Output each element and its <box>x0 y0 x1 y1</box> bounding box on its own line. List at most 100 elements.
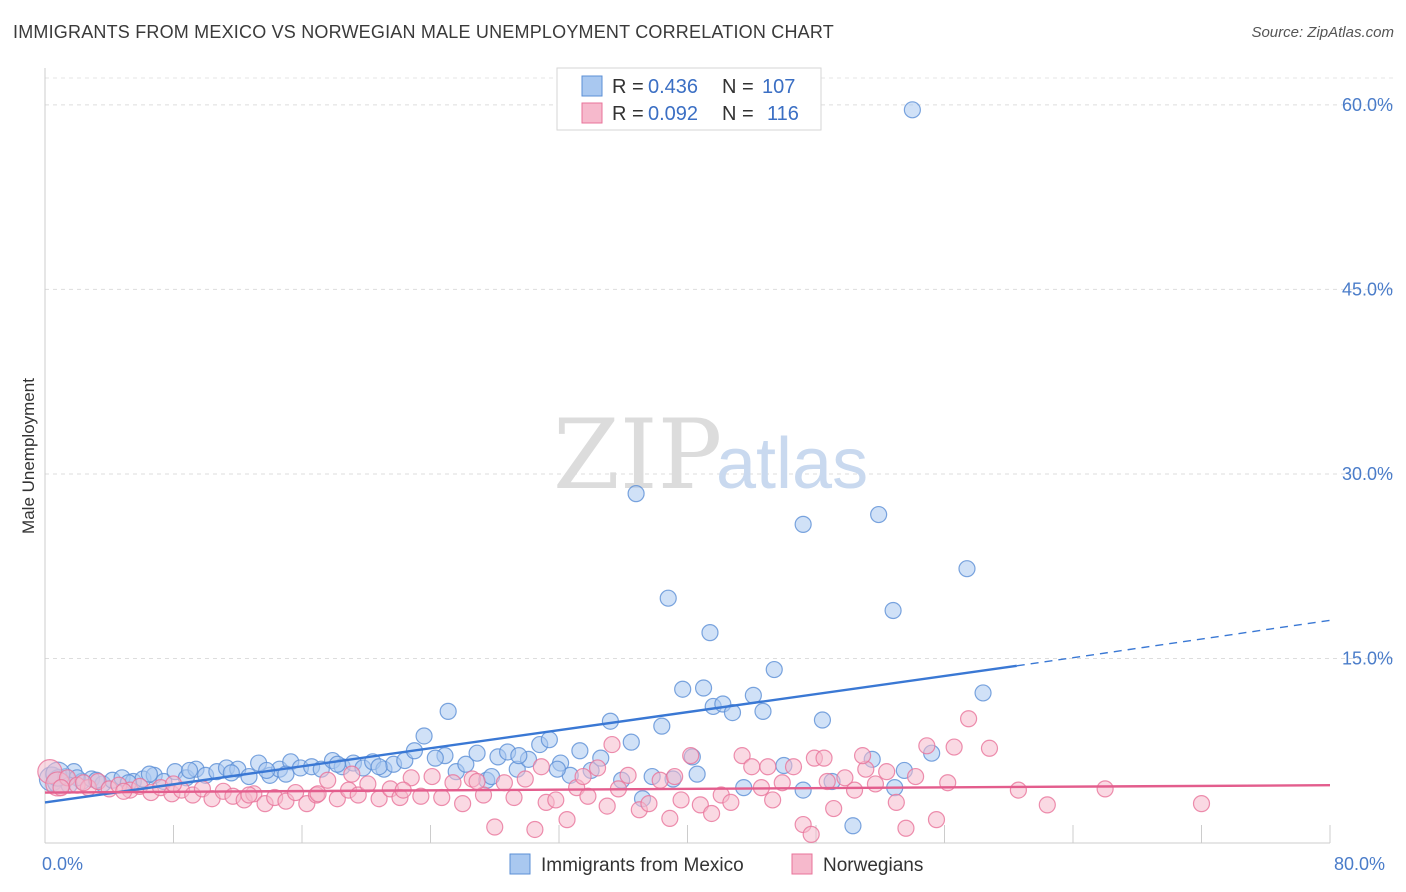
legend-n-value-1: 107 <box>762 76 795 98</box>
point-norwegians-37 <box>423 767 441 786</box>
point-norwegians-60 <box>661 809 679 827</box>
point-mexico-59 <box>653 717 671 735</box>
point-norwegians-61 <box>672 791 690 809</box>
point-norwegians-78 <box>845 781 864 799</box>
point-norwegians-43 <box>486 818 504 836</box>
point-mexico-63 <box>694 679 713 697</box>
point-norwegians-46 <box>516 770 534 788</box>
y-tick-label-0: 15.0% <box>1342 648 1393 668</box>
point-mexico-87 <box>958 560 976 578</box>
point-mexico-82 <box>659 589 677 607</box>
bottom-legend-label-mexico: Immigrants from Mexico <box>541 855 744 876</box>
point-mexico-80 <box>974 684 992 702</box>
point-norwegians-67 <box>733 747 751 765</box>
point-norwegians-80 <box>866 775 885 793</box>
point-norwegians-38 <box>433 788 451 807</box>
point-norwegians-96 <box>532 758 550 776</box>
point-mexico-99 <box>222 764 240 782</box>
point-mexico-70 <box>765 660 783 679</box>
point-mexico-84 <box>794 515 812 533</box>
point-norwegians-93 <box>1192 795 1211 813</box>
point-norwegians-53 <box>588 759 607 777</box>
point-norwegians-49 <box>547 791 565 809</box>
point-mexico-106 <box>688 765 706 783</box>
point-norwegians-111 <box>802 825 820 843</box>
point-mexico-69 <box>754 702 772 720</box>
point-mexico-89 <box>510 747 528 765</box>
gridlines <box>45 77 1395 659</box>
point-mexico-85 <box>870 505 888 524</box>
point-norwegians-47 <box>526 820 544 839</box>
point-mexico-41 <box>468 744 486 762</box>
y-tick-label-1: 30.0% <box>1342 464 1393 484</box>
point-norwegians-81 <box>878 763 896 781</box>
point-norwegians-44 <box>495 774 513 792</box>
point-norwegians-70 <box>764 791 782 809</box>
point-mexico-92 <box>180 761 199 780</box>
point-mexico-51 <box>571 742 589 760</box>
point-norwegians-90 <box>1009 781 1027 799</box>
legend-r-label-1: R = <box>612 76 644 98</box>
bottom-legend-swatch-mexico <box>509 853 531 875</box>
y-axis-label: Male Unemployment <box>19 378 38 534</box>
point-mexico-20 <box>240 767 258 786</box>
point-norwegians-59 <box>651 771 669 789</box>
point-mexico-72 <box>794 781 812 799</box>
point-norwegians-107 <box>666 767 684 786</box>
trend-lines <box>44 619 1331 804</box>
point-norwegians-109 <box>853 747 872 765</box>
point-mexico-105 <box>548 760 566 778</box>
point-norwegians-54 <box>598 797 616 815</box>
point-norwegians-50 <box>558 811 576 829</box>
legend-n-value-2: 116 <box>767 103 799 125</box>
source-credit: Source: ZipAtlas.com <box>1251 24 1394 41</box>
point-mexico-48 <box>540 731 558 749</box>
legend-swatch-mexico <box>581 75 603 97</box>
y-tick-labels: 15.0% 30.0% 45.0% 60.0% <box>1342 95 1393 669</box>
point-norwegians-85 <box>918 737 936 755</box>
point-norwegians-84 <box>906 767 925 786</box>
point-norwegians-31 <box>359 775 377 793</box>
point-norwegians-100 <box>240 786 258 804</box>
bottom-legend-label-norwegians: Norwegians <box>823 855 923 876</box>
point-norwegians-56 <box>619 766 637 784</box>
point-mexico-81 <box>627 485 645 503</box>
point-norwegians-92 <box>1096 780 1114 798</box>
point-mexico-88 <box>903 101 921 119</box>
point-norwegians-97 <box>468 772 486 791</box>
point-mexico-86 <box>884 601 902 620</box>
correlation-legend: R = 0.436 N = 107 R = 0.092 N = 116 <box>556 67 822 131</box>
point-norwegians-45 <box>505 788 523 807</box>
point-mexico-103 <box>426 749 444 767</box>
legend-r-label-2: R = <box>612 103 644 125</box>
series-norwegians <box>37 710 1211 843</box>
point-norwegians-86 <box>927 811 946 829</box>
point-norwegians-58 <box>640 795 658 813</box>
x-tick-label-max: 80.0% <box>1334 854 1385 874</box>
legend-n-label-1: N = <box>722 76 754 98</box>
bottom-legend-swatch-norwegians <box>791 853 813 875</box>
trend-line-norwegians <box>44 783 1331 794</box>
point-mexico-37 <box>415 727 433 745</box>
point-norwegians-36 <box>412 787 430 805</box>
point-norwegians-77 <box>836 769 854 787</box>
point-norwegians-103 <box>74 774 93 792</box>
y-tick-label-2: 45.0% <box>1342 279 1393 299</box>
point-norwegians-82 <box>887 793 905 812</box>
legend-swatch-norwegians <box>581 102 603 124</box>
point-norwegians-27 <box>319 771 337 789</box>
point-mexico-73 <box>813 711 832 729</box>
point-norwegians-95 <box>603 735 621 754</box>
point-norwegians-35 <box>402 769 420 787</box>
x-axis-ticks <box>44 825 1331 843</box>
legend-r-value-1: 0.436 <box>648 76 698 98</box>
point-mexico-101 <box>328 755 346 773</box>
point-mexico-61 <box>674 680 692 698</box>
legend-r-value-2: 0.092 <box>648 103 698 125</box>
point-norwegians-68 <box>743 758 761 776</box>
point-norwegians-106 <box>574 767 592 786</box>
point-norwegians-105 <box>343 765 361 783</box>
x-tick-label-min: 0.0% <box>42 854 83 874</box>
series-legend: Immigrants from Mexico Norwegians <box>509 853 923 876</box>
chart-title: IMMIGRANTS FROM MEXICO VS NORWEGIAN MALE… <box>13 22 834 42</box>
